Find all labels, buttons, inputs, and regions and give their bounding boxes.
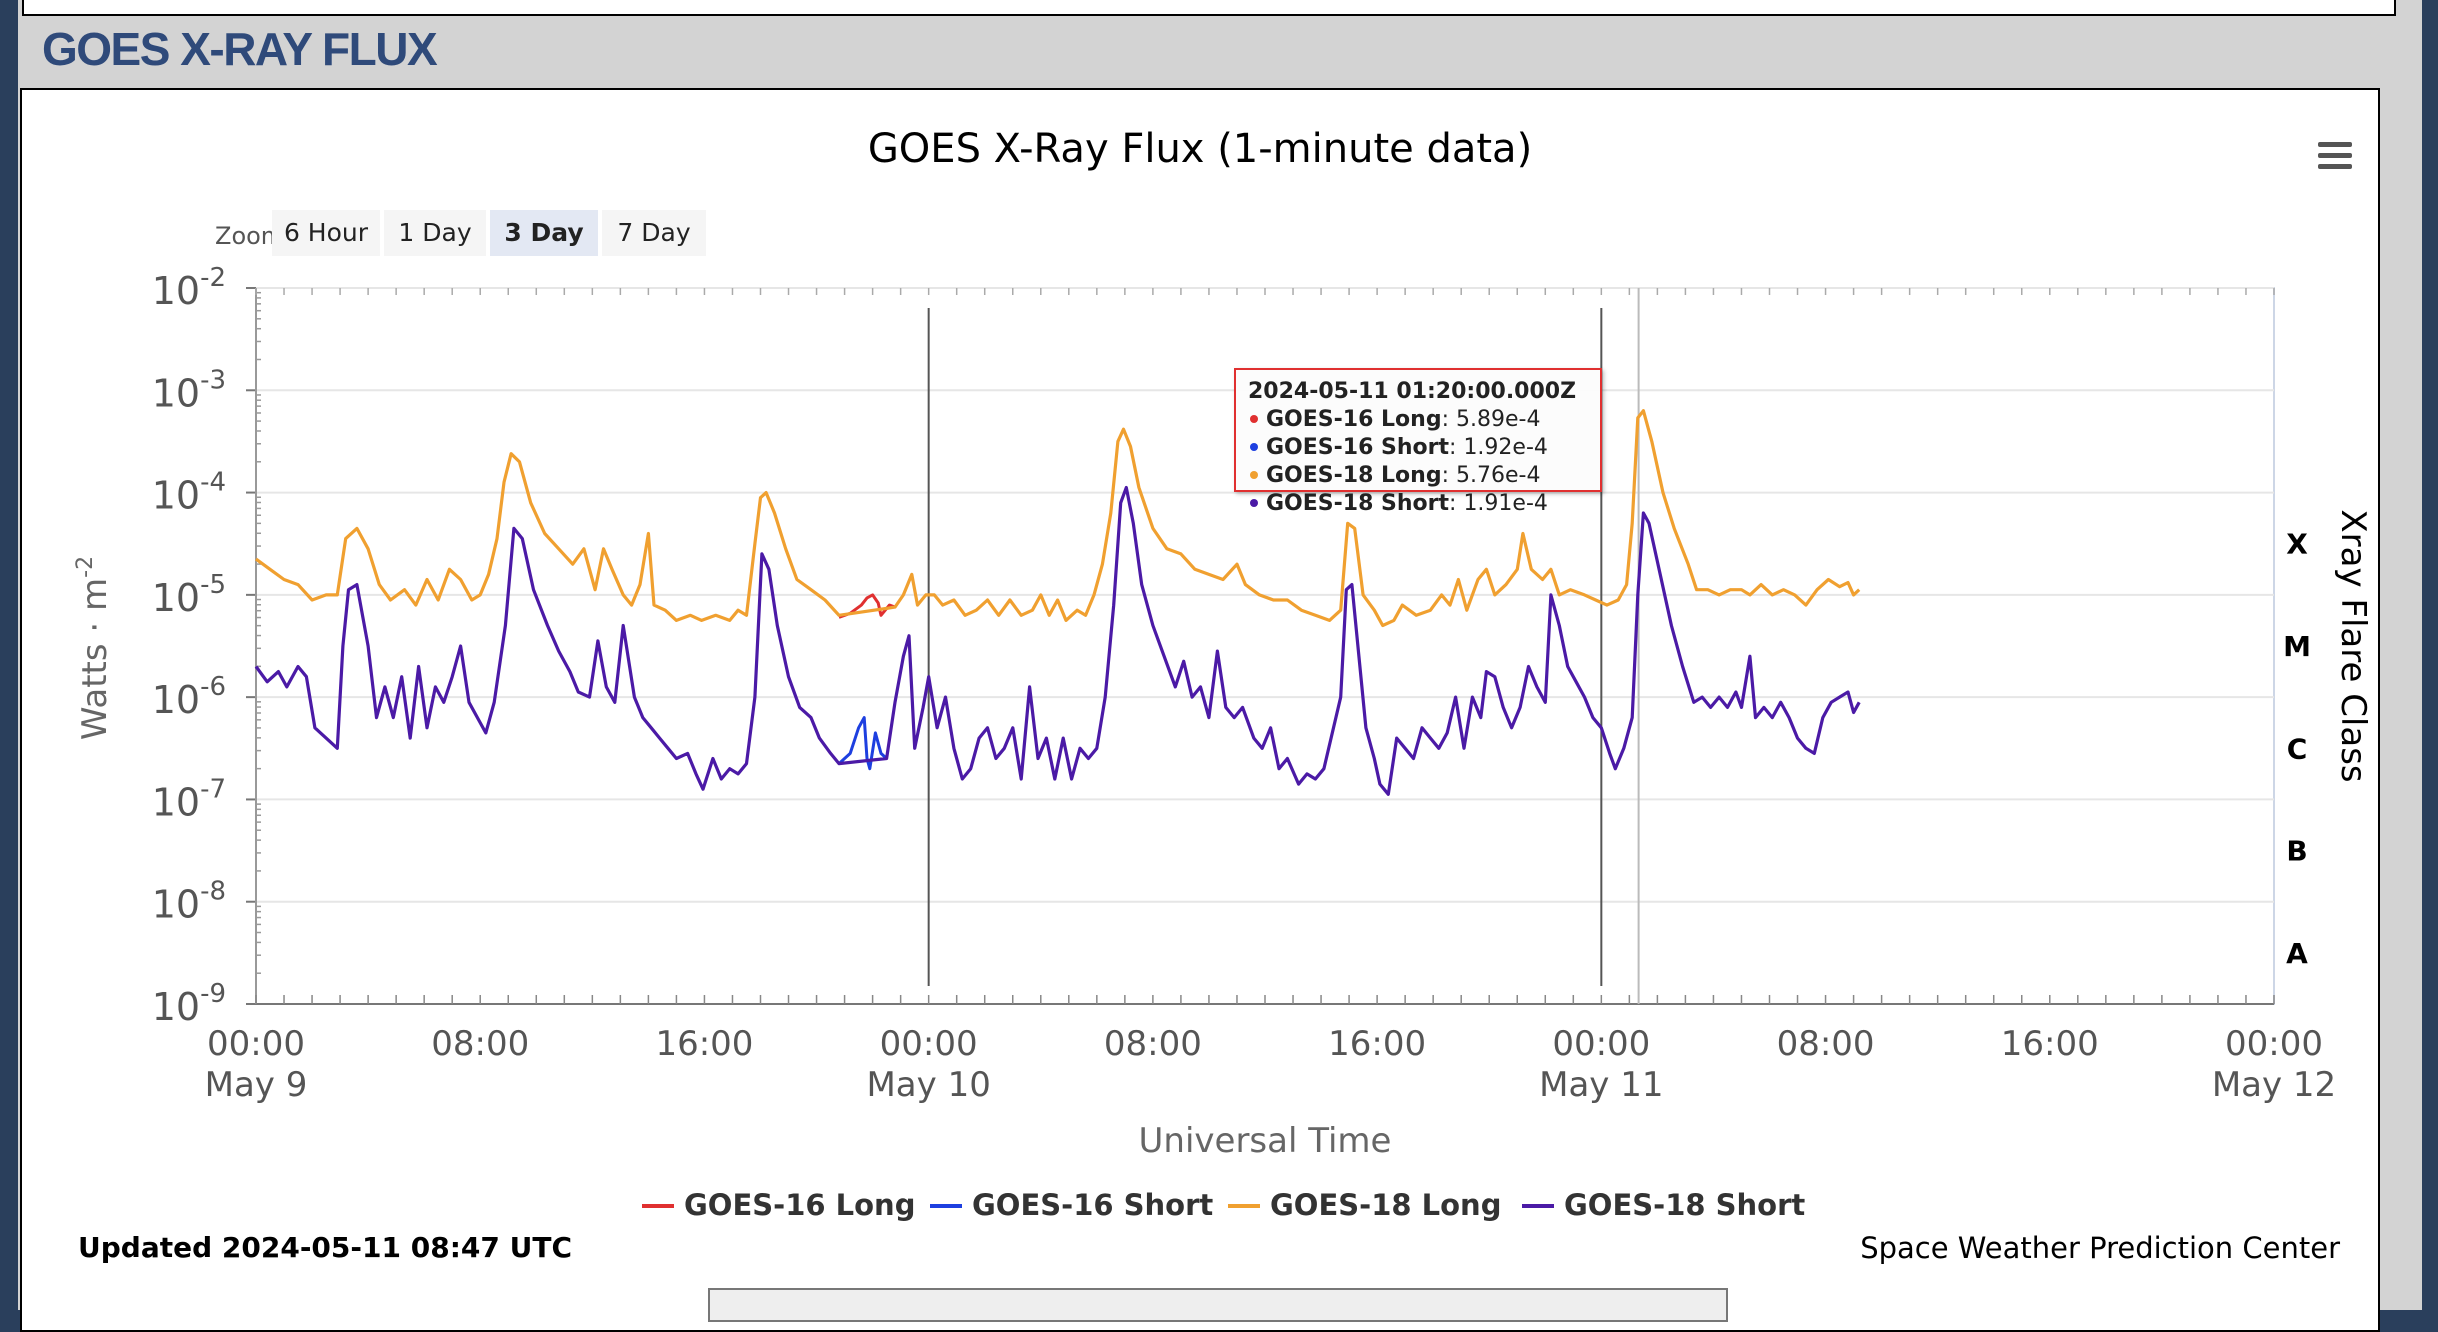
series-line-goes-18-short[interactable] [254, 485, 1861, 796]
zoom-3-day-button[interactable]: 3 Day [490, 210, 598, 256]
y-tick-label: 10-6 [152, 672, 226, 722]
flare-class-label: C [2287, 732, 2308, 765]
series-dot-icon [1250, 471, 1258, 479]
x-tick-label: 00:00 [207, 1024, 305, 1064]
x-tick-date-label: May 9 [205, 1065, 308, 1105]
legend-item: GOES-16 Short [972, 1188, 1213, 1222]
legend-item: GOES-16 Long [684, 1188, 915, 1222]
right-axis-title: Xray Flare Class [2333, 509, 2373, 782]
tooltip: 2024-05-11 01:20:00.000Z GOES-16 Long: 5… [1234, 368, 1602, 516]
x-tick-date-label: May 10 [866, 1065, 990, 1105]
tooltip-row: GOES-16 Long: 5.89e-4 [1248, 406, 1588, 434]
x-tick-label: 08:00 [431, 1024, 529, 1064]
x-tick-label: 16:00 [1328, 1024, 1426, 1064]
x-tick-label: 16:00 [655, 1024, 753, 1064]
tooltip-time: 2024-05-11 01:20:00.000Z [1248, 379, 1577, 404]
chart-title: GOES X-Ray Flux (1-minute data) [867, 126, 1533, 172]
tooltip-row: GOES-16 Short: 1.92e-4 [1248, 434, 1588, 462]
tooltip-series-name: GOES-16 Long [1266, 407, 1442, 432]
x-tick-label: 00:00 [880, 1024, 978, 1064]
series-dot-icon [1250, 499, 1258, 507]
series-line-goes-16-short[interactable] [837, 716, 888, 771]
tooltip-series-value: 5.76e-4 [1456, 463, 1541, 488]
chart-panel: GOES X-Ray Flux (1-minute data) Zoom 6 H… [20, 88, 2380, 1332]
tooltip-series-value: 1.91e-4 [1463, 491, 1548, 516]
y-tick-label: 10-5 [152, 570, 226, 620]
tooltip-series-name: GOES-16 Short [1266, 435, 1450, 460]
y-tick-label: 10-8 [152, 877, 226, 927]
x-tick-label: 00:00 [2225, 1024, 2323, 1064]
hamburger-menu-icon[interactable] [2318, 142, 2352, 172]
y-tick-label: 10-7 [152, 774, 226, 824]
y-tick-label: 10-3 [152, 365, 226, 415]
legend-item: GOES-18 Short [1564, 1188, 1805, 1222]
tooltip-series-value: 5.89e-4 [1456, 407, 1541, 432]
legend-item: GOES-18 Long [1270, 1188, 1501, 1222]
y-tick-label: 10-4 [152, 468, 226, 518]
flare-class-label: A [2286, 937, 2308, 970]
series-dot-icon [1250, 443, 1258, 451]
y-tick-label: 10-2 [152, 263, 226, 313]
tooltip-row: GOES-18 Short: 1.91e-4 [1248, 490, 1588, 518]
x-axis-title: Universal Time [1139, 1121, 1392, 1161]
series-line-goes-18-long[interactable] [255, 409, 1861, 628]
flare-class-label: M [2283, 630, 2311, 663]
chart-svg: 10-210-310-410-510-610-710-810-900:00May… [73, 263, 2373, 1222]
tooltip-row: GOES-18 Long: 5.76e-4 [1248, 462, 1588, 490]
x-tick-label: 08:00 [1104, 1024, 1202, 1064]
y-axis-title: Watts · m-2 [73, 556, 115, 740]
updated-timestamp: Updated 2024-05-11 08:47 UTC [78, 1231, 572, 1264]
top-strip [22, 0, 2396, 16]
section-title: GOES X-RAY FLUX [42, 23, 438, 75]
x-tick-label: 00:00 [1552, 1024, 1650, 1064]
x-tick-date-label: May 12 [2212, 1065, 2336, 1105]
zoom-1-day-button[interactable]: 1 Day [384, 210, 486, 256]
flare-class-label: B [2286, 835, 2307, 868]
series-dot-icon [1250, 415, 1258, 423]
zoom-6-hour-button[interactable]: 6 Hour [272, 210, 380, 256]
y-tick-label: 10-9 [152, 979, 226, 1029]
tooltip-series-name: GOES-18 Long [1266, 463, 1442, 488]
tooltip-series-value: 1.92e-4 [1463, 435, 1548, 460]
scrollbar-thumb[interactable] [708, 1288, 1728, 1322]
x-tick-label: 16:00 [2001, 1024, 2099, 1064]
credit-text: Space Weather Prediction Center [1860, 1231, 2340, 1265]
x-tick-label: 08:00 [1777, 1024, 1875, 1064]
flare-class-label: X [2286, 528, 2308, 561]
zoom-7-day-button[interactable]: 7 Day [602, 210, 706, 256]
x-tick-date-label: May 11 [1539, 1065, 1663, 1105]
tooltip-series-name: GOES-18 Short [1266, 491, 1450, 516]
